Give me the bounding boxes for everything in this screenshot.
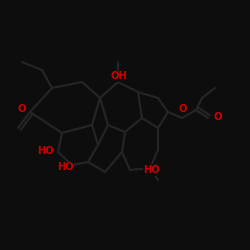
Text: HO: HO bbox=[57, 162, 74, 172]
Text: O: O bbox=[178, 104, 187, 114]
Text: OH: OH bbox=[110, 71, 127, 81]
Text: O: O bbox=[17, 104, 25, 114]
Text: O: O bbox=[213, 112, 222, 122]
Text: HO: HO bbox=[143, 165, 160, 175]
Text: HO: HO bbox=[37, 146, 54, 156]
